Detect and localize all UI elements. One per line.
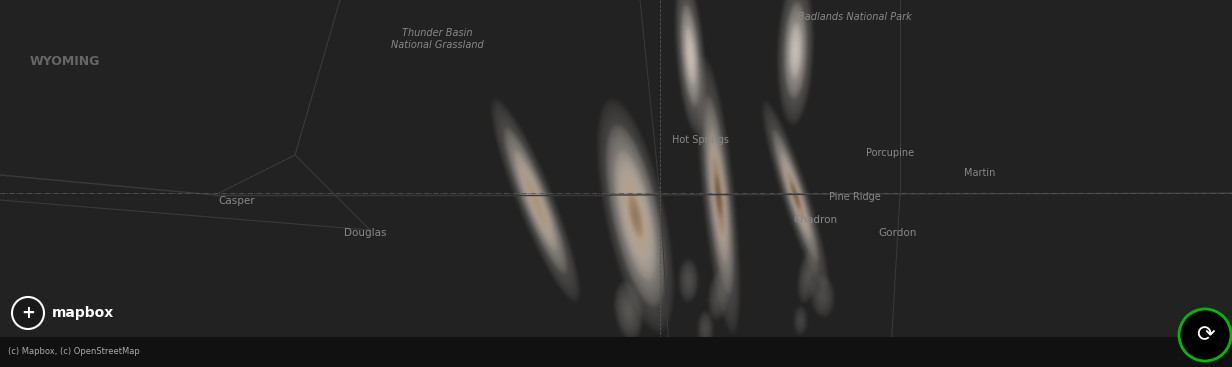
Text: Gordon: Gordon [878, 228, 917, 238]
Text: Casper: Casper [218, 196, 255, 206]
Text: Martin: Martin [965, 168, 995, 178]
Circle shape [1179, 309, 1231, 361]
Text: Pine Ridge: Pine Ridge [829, 192, 881, 202]
Text: Douglas: Douglas [344, 228, 387, 238]
Text: Badlands National Park: Badlands National Park [798, 12, 912, 22]
Text: WYOMING: WYOMING [30, 55, 100, 68]
Text: Thunder Basin
National Grassland: Thunder Basin National Grassland [391, 28, 483, 50]
Text: Chadron: Chadron [793, 215, 837, 225]
Text: mapbox: mapbox [52, 306, 115, 320]
Circle shape [12, 297, 44, 329]
Bar [0, 337, 1232, 367]
Text: Porcupine: Porcupine [866, 148, 914, 158]
Text: +: + [21, 304, 34, 322]
Text: ⟳: ⟳ [1196, 325, 1215, 345]
Text: (c) Mapbox, (c) OpenStreetMap: (c) Mapbox, (c) OpenStreetMap [7, 348, 139, 356]
Text: Hot Springs: Hot Springs [671, 135, 729, 145]
